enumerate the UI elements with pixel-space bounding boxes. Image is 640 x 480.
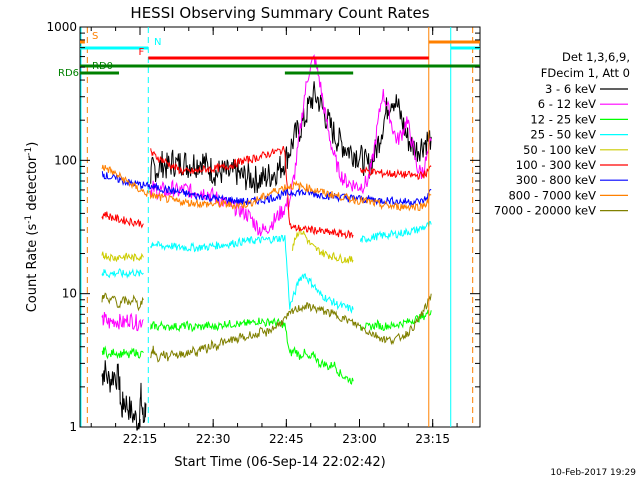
series-layer — [101, 54, 432, 431]
flag-label: RD6 — [58, 68, 79, 79]
x-tick-label: 23:15 — [415, 432, 450, 446]
x-axis-label: Start Time (06-Sep-14 22:02:42) — [174, 455, 385, 470]
y-axis-label-part: Count Rate (s — [25, 224, 40, 313]
legend-header-line: FDecim 1, Att 0 — [541, 66, 630, 80]
series-line — [101, 54, 432, 332]
series-line — [101, 171, 432, 207]
legend-entry-label: 3 - 6 keV — [545, 82, 596, 96]
legend-entry-label: 25 - 50 keV — [530, 128, 596, 142]
series-line — [101, 292, 432, 363]
legend-header-line: Det 1,3,6,9, — [562, 50, 630, 64]
series-line — [101, 220, 432, 314]
marker-layer — [80, 27, 474, 427]
axis-tick-layer: 22:15 22:30 22:45 23:00 23:15 1 10 100 1000 — [46, 20, 480, 446]
series-line — [101, 81, 432, 431]
series-line — [101, 309, 432, 385]
y-axis-label-sup: -1 — [24, 147, 34, 156]
legend-entry-label: 6 - 12 keV — [538, 97, 596, 111]
y-tick-label: 10 — [62, 287, 77, 301]
x-tick-label: 23:00 — [342, 432, 377, 446]
legend-entry-label: 50 - 100 keV — [523, 143, 596, 157]
legend-entry-label: 800 - 7000 keV — [508, 188, 596, 202]
y-axis-label: Count Rate (s-1 detector-1) — [24, 142, 40, 313]
chart-title: HESSI Observing Summary Count Rates — [130, 4, 429, 22]
flag-label: N — [154, 37, 161, 48]
y-axis-label-sup: -1 — [24, 215, 34, 224]
legend-entry-label: 300 - 800 keV — [516, 173, 596, 187]
y-axis-label-part: detector — [25, 155, 40, 215]
y-tick-label: 100 — [54, 153, 77, 167]
x-tick-label: 22:15 — [123, 432, 158, 446]
legend-entry-label: 100 - 300 keV — [516, 158, 596, 172]
legend: Det 1,3,6,9, FDecim 1, Att 0 3 - 6 keV6 … — [494, 50, 630, 218]
plot-frame — [79, 26, 481, 428]
x-tick-label: 22:45 — [269, 432, 304, 446]
plot-area: S NF RD0 RD6 22:15 22:30 22:45 23:00 23:15 1 10 10… — [46, 20, 481, 446]
y-tick-label: 1000 — [46, 20, 77, 34]
y-axis-label-part: ) — [25, 142, 40, 147]
legend-entry-label: 12 - 25 keV — [530, 112, 596, 126]
series-line — [101, 226, 354, 264]
series-line — [101, 145, 432, 240]
y-tick-label: 1 — [69, 420, 77, 434]
flag-label: S — [92, 31, 98, 42]
flag-label: RD0 — [92, 61, 113, 72]
legend-entry-label: 7000 - 20000 keV — [494, 204, 596, 218]
flag-label: F — [139, 47, 145, 58]
flag-bar-layer: S NF RD0 RD6 — [58, 31, 480, 79]
series-line — [101, 164, 432, 212]
x-tick-label: 22:30 — [196, 432, 231, 446]
date-stamp: 10-Feb-2017 19:29 — [550, 468, 636, 478]
